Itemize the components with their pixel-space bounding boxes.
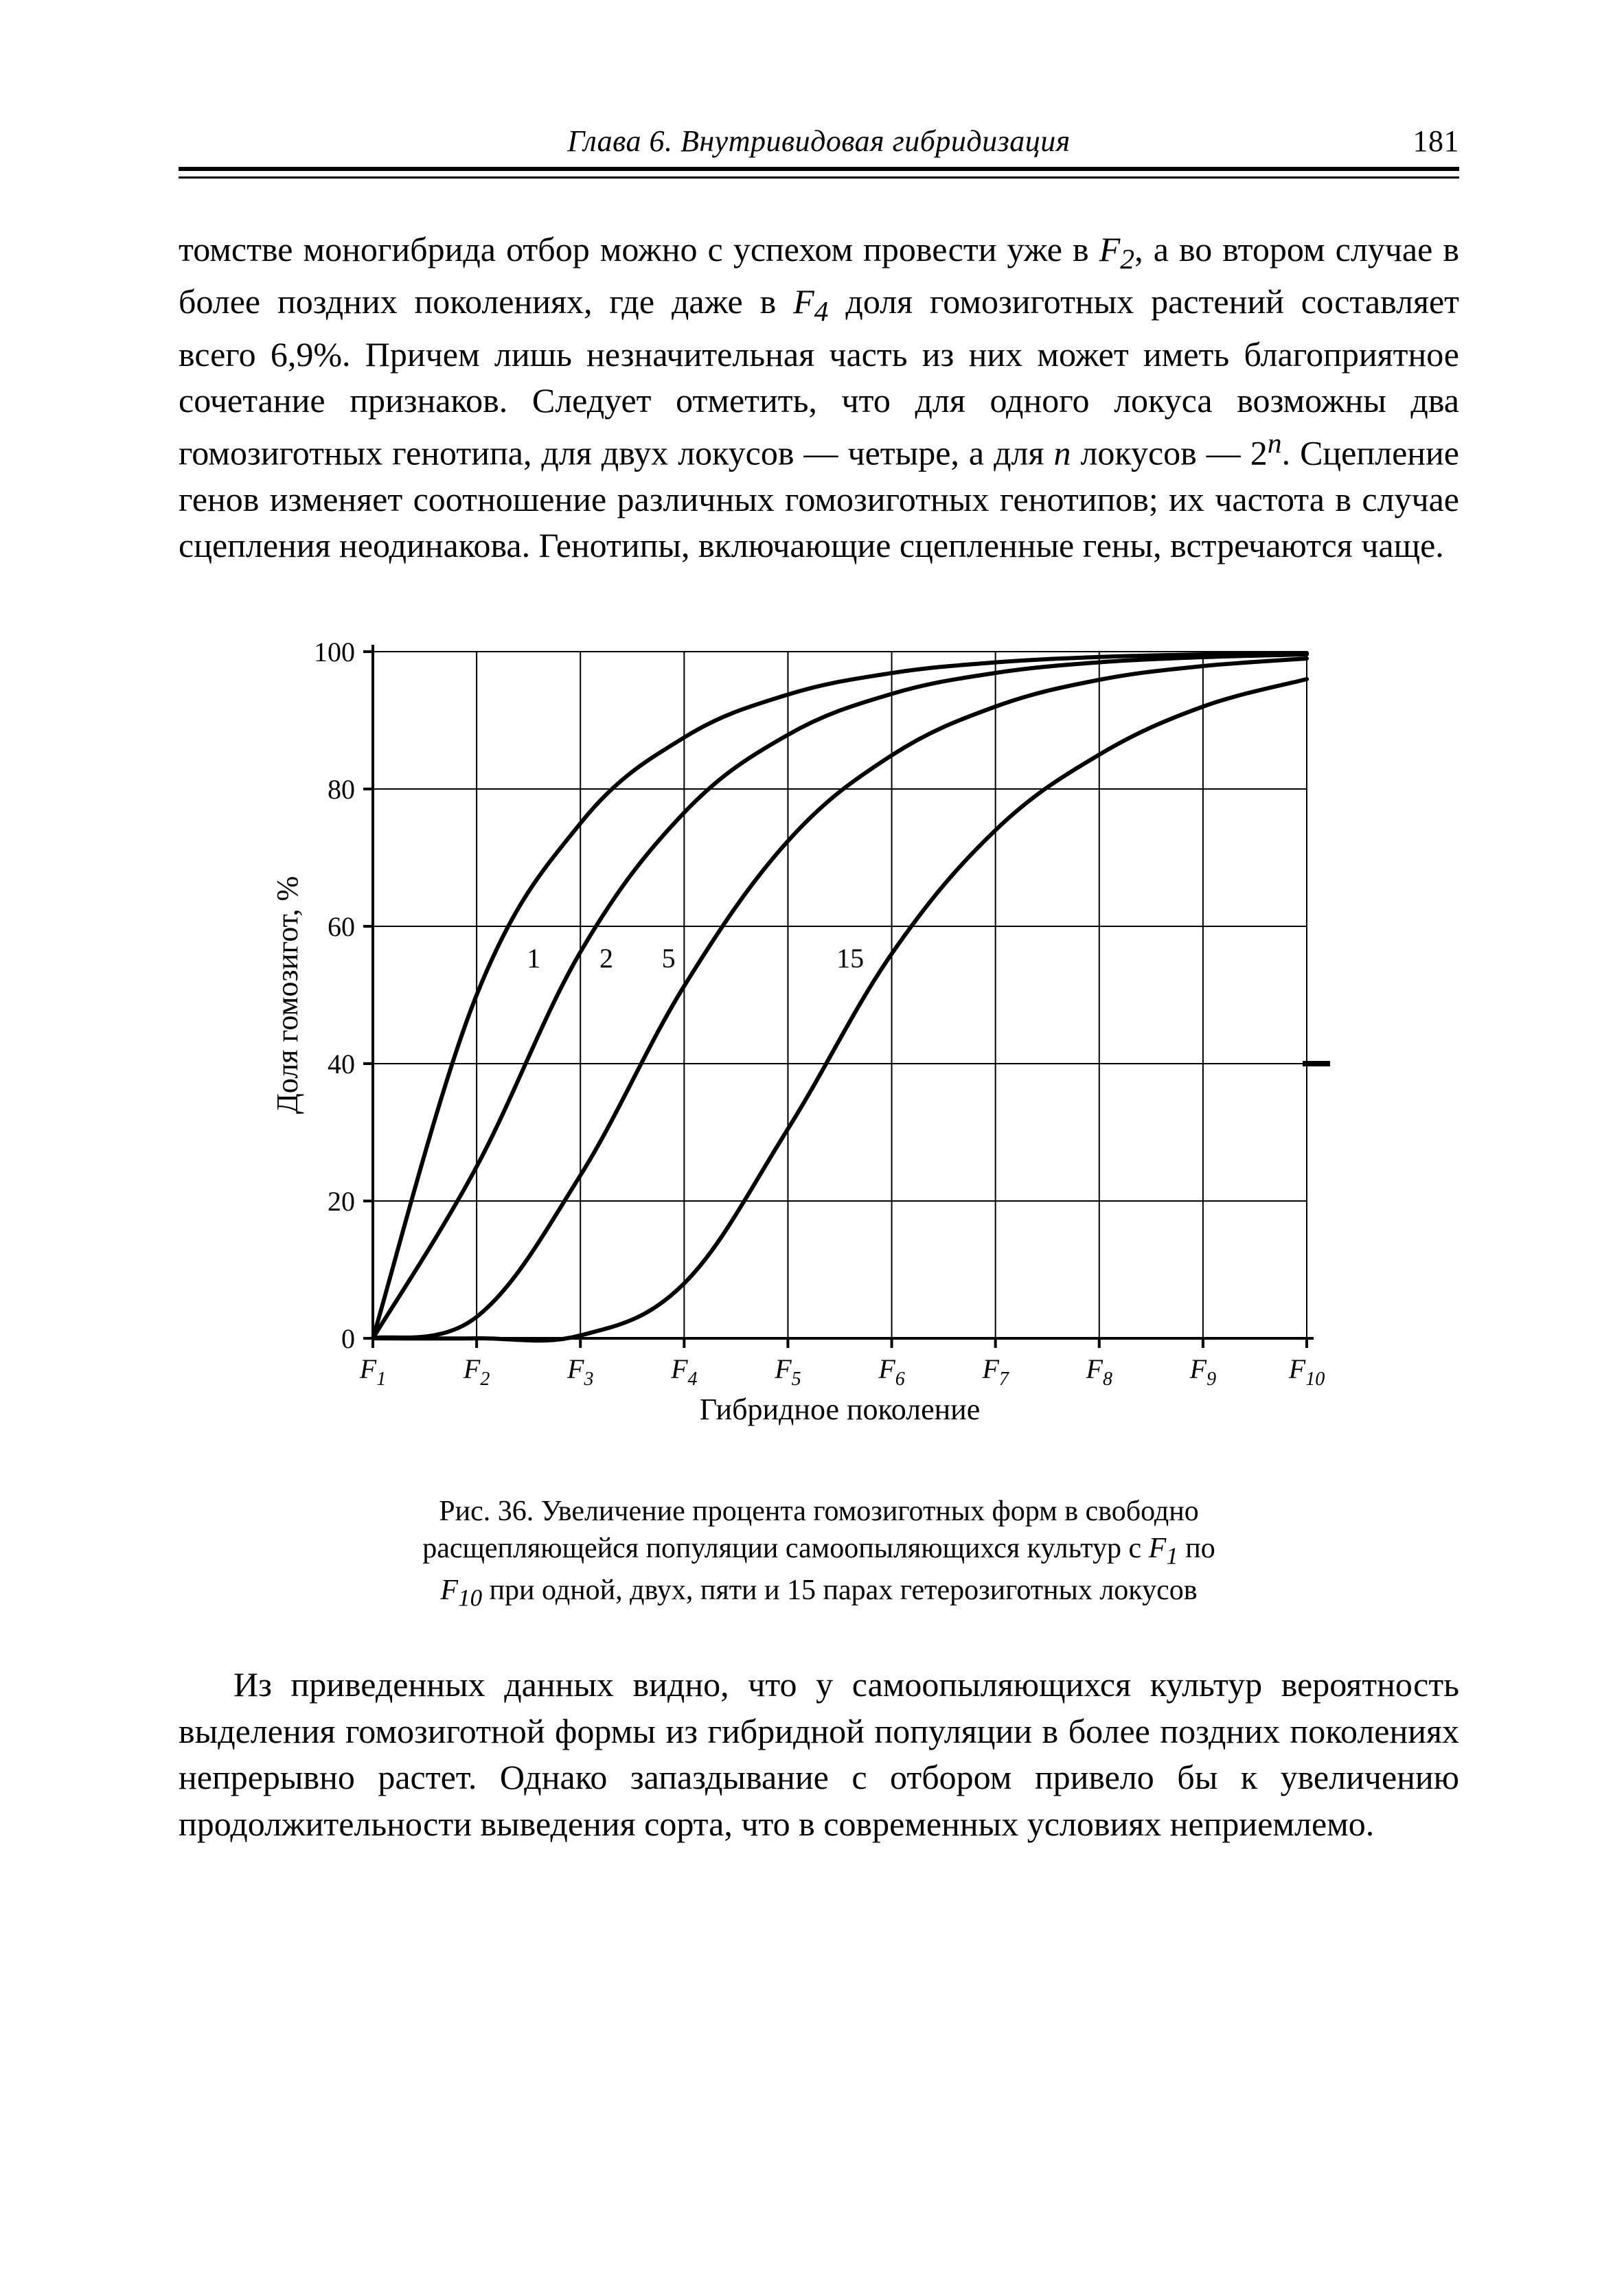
svg-text:2: 2 bbox=[599, 943, 613, 974]
svg-text:F10: F10 bbox=[1288, 1353, 1324, 1390]
svg-text:F9: F9 bbox=[1189, 1353, 1215, 1390]
chapter-title: Глава 6. Внутривидовая гибридизация bbox=[261, 124, 1377, 159]
svg-text:F2: F2 bbox=[462, 1353, 489, 1390]
svg-text:20: 20 bbox=[328, 1186, 355, 1217]
svg-text:F8: F8 bbox=[1085, 1353, 1112, 1390]
svg-text:80: 80 bbox=[328, 774, 355, 805]
svg-text:F3: F3 bbox=[567, 1353, 593, 1390]
paragraph-bottom: Из приведенных данных видно, что у самоо… bbox=[179, 1662, 1459, 1847]
caption-text: F10 при одной, двух, пяти и 15 парах гет… bbox=[304, 1572, 1334, 1614]
svg-text:F7: F7 bbox=[981, 1353, 1009, 1390]
svg-text:F5: F5 bbox=[774, 1353, 801, 1390]
page-number: 181 bbox=[1377, 124, 1459, 159]
running-head: Глава 6. Внутривидовая гибридизация 181 bbox=[179, 124, 1459, 159]
svg-text:Гибридное поколение: Гибридное поколение bbox=[699, 1393, 979, 1426]
header-double-rule bbox=[179, 167, 1459, 179]
svg-text:F6: F6 bbox=[878, 1353, 904, 1390]
svg-text:F4: F4 bbox=[670, 1353, 697, 1390]
paragraph-top: томстве моногибрида отбор можно с успехо… bbox=[179, 227, 1459, 569]
svg-text:Доля гомозигот, %: Доля гомозигот, % bbox=[271, 876, 304, 1113]
svg-text:100: 100 bbox=[314, 637, 355, 667]
svg-text:F1: F1 bbox=[358, 1353, 385, 1390]
caption-prefix: Рис. 36. bbox=[439, 1496, 540, 1527]
page: Глава 6. Внутривидовая гибридизация 181 … bbox=[0, 0, 1624, 2277]
svg-text:0: 0 bbox=[341, 1323, 355, 1354]
svg-text:1: 1 bbox=[527, 943, 540, 974]
figure-36: 0 20 40 60 80 100 F1 F2 F3 F4 F5 F6 F7 F8 F9 F10 Гибридн… bbox=[263, 624, 1375, 1614]
caption-text: Увеличение процента гомозиготных форм в … bbox=[541, 1496, 1199, 1527]
figure-caption: Рис. 36. Увеличение процента гомозиготны… bbox=[263, 1493, 1375, 1614]
svg-text:60: 60 bbox=[328, 911, 355, 942]
homozygote-chart: 0 20 40 60 80 100 F1 F2 F3 F4 F5 F6 F7 F8 F9 F10 Гибридн… bbox=[263, 624, 1375, 1469]
svg-text:40: 40 bbox=[328, 1049, 355, 1079]
svg-text:5: 5 bbox=[661, 943, 675, 974]
svg-text:15: 15 bbox=[836, 943, 864, 974]
caption-text: расщепляющейся популяции самоопыляющихся… bbox=[304, 1530, 1334, 1572]
